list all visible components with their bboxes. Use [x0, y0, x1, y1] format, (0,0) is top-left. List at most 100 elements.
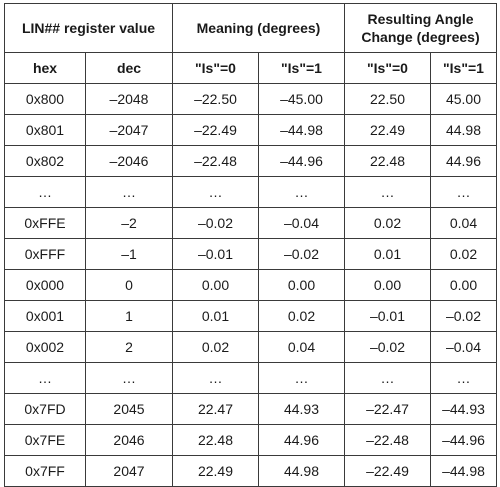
cell-meaning-is1: 0.04 — [258, 331, 345, 363]
cell-change-is0: –22.48 — [344, 424, 431, 456]
header-meaning-is0: "Is"=0 — [172, 52, 259, 84]
cell-meaning-is0: 22.48 — [172, 424, 259, 456]
table-row: 0x7FF 2047 22.49 44.98 –22.49 –44.98 — [4, 455, 497, 487]
cell-hex: 0x7FE — [4, 424, 86, 456]
cell-meaning-is0: … — [172, 176, 259, 208]
cell-hex: 0x802 — [4, 145, 86, 177]
cell-meaning-is1: –45.00 — [258, 83, 345, 115]
cell-meaning-is0: –0.02 — [172, 207, 259, 239]
cell-change-is1: 0.00 — [430, 269, 497, 301]
cell-hex: 0x001 — [4, 300, 86, 332]
cell-meaning-is0: 0.00 — [172, 269, 259, 301]
cell-meaning-is1: –44.98 — [258, 114, 345, 146]
header-dec: dec — [85, 52, 173, 84]
cell-meaning-is0: –22.50 — [172, 83, 259, 115]
cell-change-is0: –22.47 — [344, 393, 431, 425]
cell-meaning-is0: –0.01 — [172, 238, 259, 270]
table-row: 0xFFF –1 –0.01 –0.02 0.01 0.02 — [4, 238, 497, 270]
cell-change-is1: … — [430, 362, 497, 394]
cell-dec: –1 — [85, 238, 173, 270]
header-meaning-is1: "Is"=1 — [258, 52, 345, 84]
cell-change-is1: 44.96 — [430, 145, 497, 177]
cell-change-is1: –0.02 — [430, 300, 497, 332]
cell-change-is1: –44.93 — [430, 393, 497, 425]
table-row: 0x001 1 0.01 0.02 –0.01 –0.02 — [4, 300, 497, 332]
cell-meaning-is1: 0.00 — [258, 269, 345, 301]
cell-meaning-is0: –22.48 — [172, 145, 259, 177]
table-row: 0xFFE –2 –0.02 –0.04 0.02 0.04 — [4, 207, 497, 239]
cell-hex: 0x000 — [4, 269, 86, 301]
cell-change-is0: 0.02 — [344, 207, 431, 239]
header-hex: hex — [4, 52, 86, 84]
table-row: 0x801 –2047 –22.49 –44.98 22.49 44.98 — [4, 114, 497, 146]
header-register-value: LIN## register value — [4, 3, 173, 53]
cell-meaning-is1: … — [258, 176, 345, 208]
cell-meaning-is0: 22.49 — [172, 455, 259, 487]
cell-change-is1: –0.04 — [430, 331, 497, 363]
cell-dec: 2045 — [85, 393, 173, 425]
table-row: 0x002 2 0.02 0.04 –0.02 –0.04 — [4, 331, 497, 363]
cell-hex: 0x7FF — [4, 455, 86, 487]
table-row: ……………… — [4, 176, 497, 208]
cell-hex: 0x800 — [4, 83, 86, 115]
header-resulting-angle-change: Resulting Angle Change (degrees) — [344, 3, 497, 53]
cell-meaning-is1: … — [258, 362, 345, 394]
cell-change-is1: 44.98 — [430, 114, 497, 146]
table-row: ……………… — [4, 362, 497, 394]
cell-dec: … — [85, 362, 173, 394]
cell-dec: 1 — [85, 300, 173, 332]
table-row: 0x7FD 2045 22.47 44.93 –22.47 –44.93 — [4, 393, 497, 425]
table-row: 0x800 –2048 –22.50 –45.00 22.50 45.00 — [4, 83, 497, 115]
cell-change-is0: –0.02 — [344, 331, 431, 363]
register-table: LIN## register value Meaning (degrees) R… — [4, 3, 497, 487]
cell-hex: 0x801 — [4, 114, 86, 146]
header-change-is1: "Is"=1 — [430, 52, 497, 84]
cell-change-is1: –44.96 — [430, 424, 497, 456]
cell-change-is0: … — [344, 176, 431, 208]
cell-dec: 0 — [85, 269, 173, 301]
header-change-is0: "Is"=0 — [344, 52, 431, 84]
cell-meaning-is0: 0.02 — [172, 331, 259, 363]
cell-change-is1: –44.98 — [430, 455, 497, 487]
cell-meaning-is0: 0.01 — [172, 300, 259, 332]
cell-hex: 0xFFF — [4, 238, 86, 270]
header-meaning: Meaning (degrees) — [172, 3, 345, 53]
cell-change-is0: –0.01 — [344, 300, 431, 332]
cell-meaning-is0: 22.47 — [172, 393, 259, 425]
cell-hex: 0x002 — [4, 331, 86, 363]
table-container: LIN## register value Meaning (degrees) R… — [4, 3, 497, 487]
cell-meaning-is1: –0.02 — [258, 238, 345, 270]
cell-change-is1: 0.02 — [430, 238, 497, 270]
cell-change-is0: … — [344, 362, 431, 394]
cell-change-is1: … — [430, 176, 497, 208]
table-row: 0x802 –2046 –22.48 –44.96 22.48 44.96 — [4, 145, 497, 177]
cell-change-is1: 45.00 — [430, 83, 497, 115]
table-body: 0x800 –2048 –22.50 –45.00 22.50 45.00 0x801 –20… — [4, 83, 497, 487]
table-row: 0x000 0 0.00 0.00 0.00 0.00 — [4, 269, 497, 301]
cell-meaning-is0: … — [172, 362, 259, 394]
cell-dec: 2046 — [85, 424, 173, 456]
cell-change-is1: 0.04 — [430, 207, 497, 239]
table-row: 0x7FE 2046 22.48 44.96 –22.48 –44.96 — [4, 424, 497, 456]
cell-dec: –2 — [85, 207, 173, 239]
cell-hex: 0x7FD — [4, 393, 86, 425]
cell-change-is0: 0.00 — [344, 269, 431, 301]
cell-hex: … — [4, 362, 86, 394]
cell-dec: –2047 — [85, 114, 173, 146]
cell-dec: … — [85, 176, 173, 208]
cell-hex: 0xFFE — [4, 207, 86, 239]
table-header: LIN## register value Meaning (degrees) R… — [4, 3, 497, 84]
cell-meaning-is1: 44.96 — [258, 424, 345, 456]
cell-change-is0: –22.49 — [344, 455, 431, 487]
cell-change-is0: 22.50 — [344, 83, 431, 115]
cell-meaning-is1: –44.96 — [258, 145, 345, 177]
cell-change-is0: 22.49 — [344, 114, 431, 146]
cell-dec: –2046 — [85, 145, 173, 177]
cell-meaning-is1: 0.02 — [258, 300, 345, 332]
cell-meaning-is1: 44.93 — [258, 393, 345, 425]
cell-dec: –2048 — [85, 83, 173, 115]
header-row-columns: hex dec "Is"=0 "Is"=1 "Is"=0 "Is"=1 — [4, 52, 497, 84]
header-row-groups: LIN## register value Meaning (degrees) R… — [4, 3, 497, 53]
cell-dec: 2047 — [85, 455, 173, 487]
cell-dec: 2 — [85, 331, 173, 363]
